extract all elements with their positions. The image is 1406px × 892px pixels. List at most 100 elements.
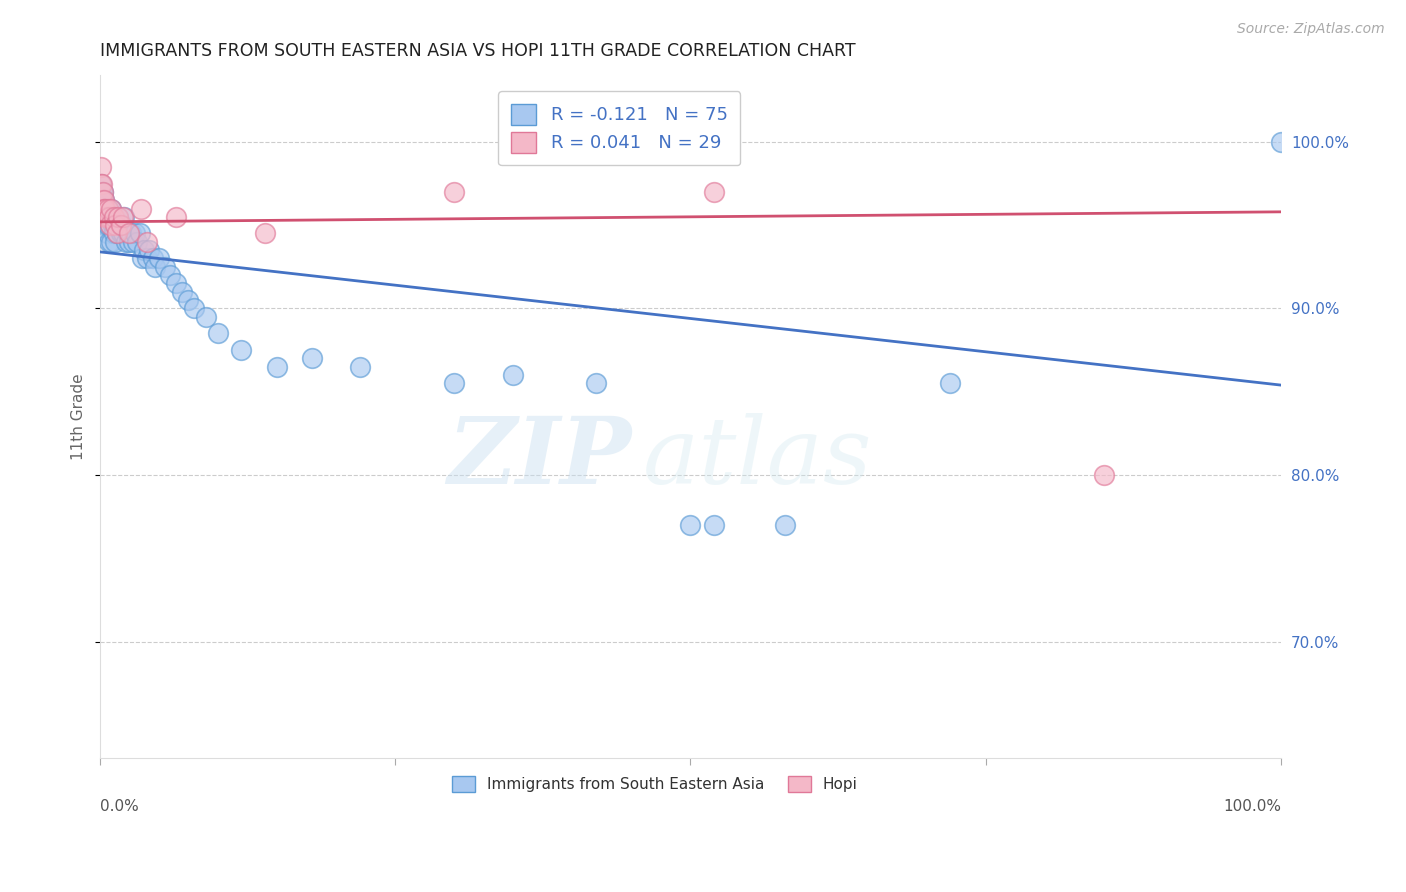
Point — [112, 227, 135, 241]
Point — [98, 218, 121, 232]
Point — [103, 227, 125, 241]
Point — [91, 202, 114, 216]
Point — [91, 185, 114, 199]
Point — [134, 243, 156, 257]
Point — [104, 218, 127, 232]
Point — [153, 260, 176, 274]
Point — [183, 301, 205, 316]
Text: IMMIGRANTS FROM SOUTH EASTERN ASIA VS HOPI 11TH GRADE CORRELATION CHART: IMMIGRANTS FROM SOUTH EASTERN ASIA VS HO… — [100, 42, 855, 60]
Point — [679, 518, 702, 533]
Point — [165, 210, 187, 224]
Point — [90, 177, 112, 191]
Point — [94, 210, 117, 224]
Point — [253, 227, 276, 241]
Point — [349, 359, 371, 374]
Point — [96, 218, 118, 232]
Point — [108, 218, 131, 232]
Point — [443, 376, 465, 391]
Point — [231, 343, 253, 358]
Point — [110, 227, 132, 241]
Point — [107, 210, 129, 224]
Point — [97, 218, 120, 232]
Point — [91, 202, 114, 216]
Point — [124, 227, 146, 241]
Point — [105, 218, 128, 232]
Point — [114, 235, 136, 249]
Point — [104, 235, 127, 249]
Point — [93, 193, 115, 207]
Point — [90, 177, 112, 191]
Point — [1270, 135, 1292, 149]
Point — [138, 243, 160, 257]
Point — [165, 277, 187, 291]
Point — [94, 202, 117, 216]
Point — [93, 193, 115, 207]
Point — [94, 210, 117, 224]
Point — [142, 252, 165, 266]
Point — [100, 202, 122, 216]
Point — [143, 260, 166, 274]
Point — [97, 202, 120, 216]
Point — [100, 210, 122, 224]
Point — [91, 193, 114, 207]
Point — [266, 359, 288, 374]
Point — [443, 185, 465, 199]
Point — [91, 210, 114, 224]
Point — [194, 310, 217, 324]
Point — [91, 177, 114, 191]
Point — [110, 218, 132, 232]
Point — [96, 210, 118, 224]
Point — [93, 202, 115, 216]
Point — [94, 218, 117, 232]
Point — [97, 210, 120, 224]
Point — [97, 202, 120, 216]
Point — [121, 235, 143, 249]
Point — [98, 210, 121, 224]
Text: 100.0%: 100.0% — [1223, 799, 1281, 814]
Point — [502, 368, 524, 383]
Point — [135, 252, 157, 266]
Point — [131, 252, 153, 266]
Point — [703, 185, 725, 199]
Point — [105, 227, 128, 241]
Point — [100, 202, 122, 216]
Point — [105, 227, 128, 241]
Point — [128, 227, 150, 241]
Legend: Immigrants from South Eastern Asia, Hopi: Immigrants from South Eastern Asia, Hopi — [446, 771, 863, 798]
Point — [159, 268, 181, 282]
Point — [103, 210, 125, 224]
Point — [121, 227, 143, 241]
Point — [112, 210, 135, 224]
Point — [127, 235, 149, 249]
Point — [93, 210, 115, 224]
Y-axis label: 11th Grade: 11th Grade — [72, 374, 86, 460]
Text: atlas: atlas — [643, 413, 873, 503]
Point — [91, 193, 114, 207]
Point — [585, 376, 607, 391]
Point — [107, 210, 129, 224]
Point — [98, 210, 121, 224]
Point — [939, 376, 962, 391]
Point — [91, 202, 114, 216]
Point — [91, 185, 114, 199]
Point — [129, 202, 152, 216]
Point — [91, 193, 114, 207]
Text: ZIP: ZIP — [447, 413, 631, 503]
Point — [111, 218, 134, 232]
Point — [93, 202, 115, 216]
Point — [773, 518, 796, 533]
Point — [301, 351, 323, 366]
Point — [703, 518, 725, 533]
Text: 0.0%: 0.0% — [100, 799, 138, 814]
Point — [177, 293, 200, 307]
Point — [98, 235, 121, 249]
Point — [118, 235, 141, 249]
Point — [98, 210, 121, 224]
Point — [96, 202, 118, 216]
Point — [207, 326, 229, 341]
Point — [100, 235, 122, 249]
Point — [117, 227, 139, 241]
Point — [96, 227, 118, 241]
Point — [118, 227, 141, 241]
Point — [98, 218, 121, 232]
